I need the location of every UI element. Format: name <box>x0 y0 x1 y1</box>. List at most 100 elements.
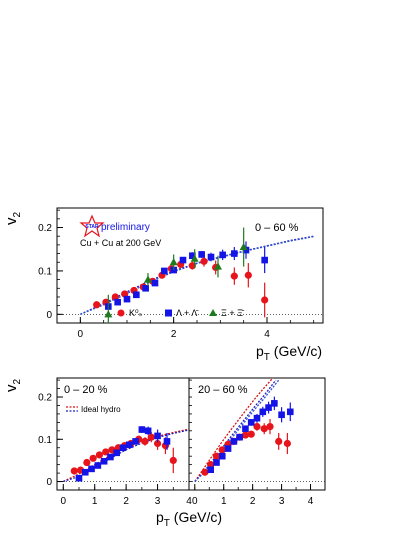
top-ytick-label: 0.1 <box>38 266 52 277</box>
panel-top-plot-area <box>57 227 323 323</box>
bl-point-k0s <box>83 458 91 467</box>
br-xtick-label: 1 <box>221 496 227 507</box>
top-point-k0s <box>121 290 129 298</box>
bl-centrality-label: 0 – 20 % <box>64 384 108 396</box>
top-point-xi <box>104 310 113 318</box>
top-point-lambda <box>133 291 140 299</box>
system-label: Cu + Cu at 200 GeV <box>80 238 161 248</box>
top-legend: K⁰ₛ Λ + Λ̄ Ξ + Ξ̄ <box>117 308 245 318</box>
top-point-lambda <box>114 298 121 306</box>
bl-point-lambda <box>88 465 95 473</box>
top-hydro-curve-1 <box>80 235 314 315</box>
br-point-lambda <box>271 400 278 407</box>
bl-xtick-label: 1 <box>92 496 98 507</box>
bl-point-lambda <box>163 438 171 445</box>
star-logo: STAR <box>79 214 105 238</box>
legend-label-k0s: K⁰ₛ <box>129 308 142 318</box>
br-xtick-label: 4 <box>308 496 314 507</box>
bl-xtick-label: 0 <box>61 496 67 507</box>
top-ytick-label: 0 <box>46 310 52 321</box>
top-point-k0s <box>111 293 119 301</box>
top-xtick-label: 0 <box>78 329 84 340</box>
br-point-lambda <box>236 433 243 441</box>
bl-point-k0s <box>141 437 149 445</box>
br-point-lambda <box>213 459 220 466</box>
br-point-k0s <box>283 439 291 448</box>
br-point-lambda <box>242 425 249 433</box>
hydro-legend: Ideal hydro <box>66 405 121 414</box>
br-xtick-label: 0 <box>192 496 198 507</box>
br-point-lambda <box>265 404 272 411</box>
br-point-k0s <box>260 425 268 433</box>
bl-ytick-label: 0.2 <box>38 393 52 404</box>
br-point-lambda <box>224 445 232 452</box>
bl-xtick-label: 3 <box>155 496 161 507</box>
bottom-ylabel: v2 <box>3 379 23 393</box>
top-point-lambda <box>179 256 187 264</box>
top-xtick-label: 2 <box>171 329 177 340</box>
br-point-lambda <box>218 452 226 460</box>
bl-point-lambda <box>154 432 161 440</box>
panel-top-frame <box>56 207 324 324</box>
br-point-k0s <box>275 437 283 445</box>
top-point-k0s <box>244 271 252 279</box>
top-centrality-label: 0 – 60 % <box>255 222 299 234</box>
bl-point-lambda <box>107 453 114 461</box>
top-point-k0s <box>230 272 238 280</box>
br-point-k0s <box>253 423 261 431</box>
bl-point-lambda <box>75 474 83 482</box>
top-point-lambda <box>142 284 149 292</box>
top-xlabel: pT (GeV/c) <box>256 343 322 363</box>
top-point-xi <box>239 242 248 251</box>
panel-bottom-left: 0 1 2 3 4 0 0.1 0.2 v2 0 – 20 % Ideal hydro <box>3 377 192 507</box>
bl-xtick-label: 2 <box>123 496 129 507</box>
top-point-lambda <box>189 252 196 260</box>
panel-top-axes: 0 2 4 0 0.1 0.2 <box>38 209 315 340</box>
bl-point-k0s <box>95 451 104 459</box>
br-point-lambda <box>230 438 238 445</box>
bl-point-k0s <box>147 433 155 441</box>
bl-point-lambda <box>138 426 146 433</box>
br-point-lambda <box>259 408 267 416</box>
bl-ytick-label: 0 <box>46 477 52 488</box>
bottom-xlabel: pT (GeV/c) <box>156 509 222 529</box>
legend-marker-xi <box>209 309 217 316</box>
br-xtick-label: 2 <box>250 496 256 507</box>
panel-bottom-right: 0 1 2 3 4 20 – 60 % <box>188 377 326 507</box>
top-point-k0s <box>200 257 208 265</box>
bl-point-k0s <box>153 439 162 448</box>
br-point-k0s <box>218 446 226 454</box>
top-point-lambda <box>161 267 168 275</box>
br-point-k0s <box>201 468 209 476</box>
top-xtick-label: 4 <box>264 329 270 340</box>
top-ylabel: v2 <box>3 212 23 226</box>
bl-point-lambda <box>100 457 108 465</box>
top-point-lambda <box>123 295 131 303</box>
bl-xtick-label: 4 <box>186 496 192 507</box>
top-point-lambda <box>198 251 205 258</box>
br-point-k0s <box>241 431 250 439</box>
svg-text:STAR: STAR <box>85 224 99 230</box>
legend-marker-k0s <box>117 309 125 317</box>
top-point-lambda <box>231 250 238 257</box>
bl-point-k0s <box>169 456 177 465</box>
panel-bottom-right-frame <box>188 377 326 491</box>
legend-label-xi: Ξ + Ξ̄ <box>221 308 245 318</box>
br-xtick-label: 3 <box>279 496 285 507</box>
bl-point-lambda <box>132 438 139 445</box>
br-point-lambda <box>207 466 215 474</box>
top-point-lambda <box>242 246 250 254</box>
top-point-k0s <box>93 301 101 309</box>
bl-point-lambda <box>81 468 89 476</box>
br-point-lambda <box>286 408 294 416</box>
bl-point-lambda <box>125 441 133 449</box>
top-point-lambda <box>219 251 226 259</box>
top-point-lambda <box>207 253 215 261</box>
top-point-xi <box>169 258 178 266</box>
bl-point-lambda <box>119 444 127 452</box>
top-point-lambda <box>151 279 159 287</box>
panel-bottom-right-axes: 0 1 2 3 4 <box>189 379 326 507</box>
legend-label-lambda: Λ + Λ̄ <box>176 308 199 318</box>
